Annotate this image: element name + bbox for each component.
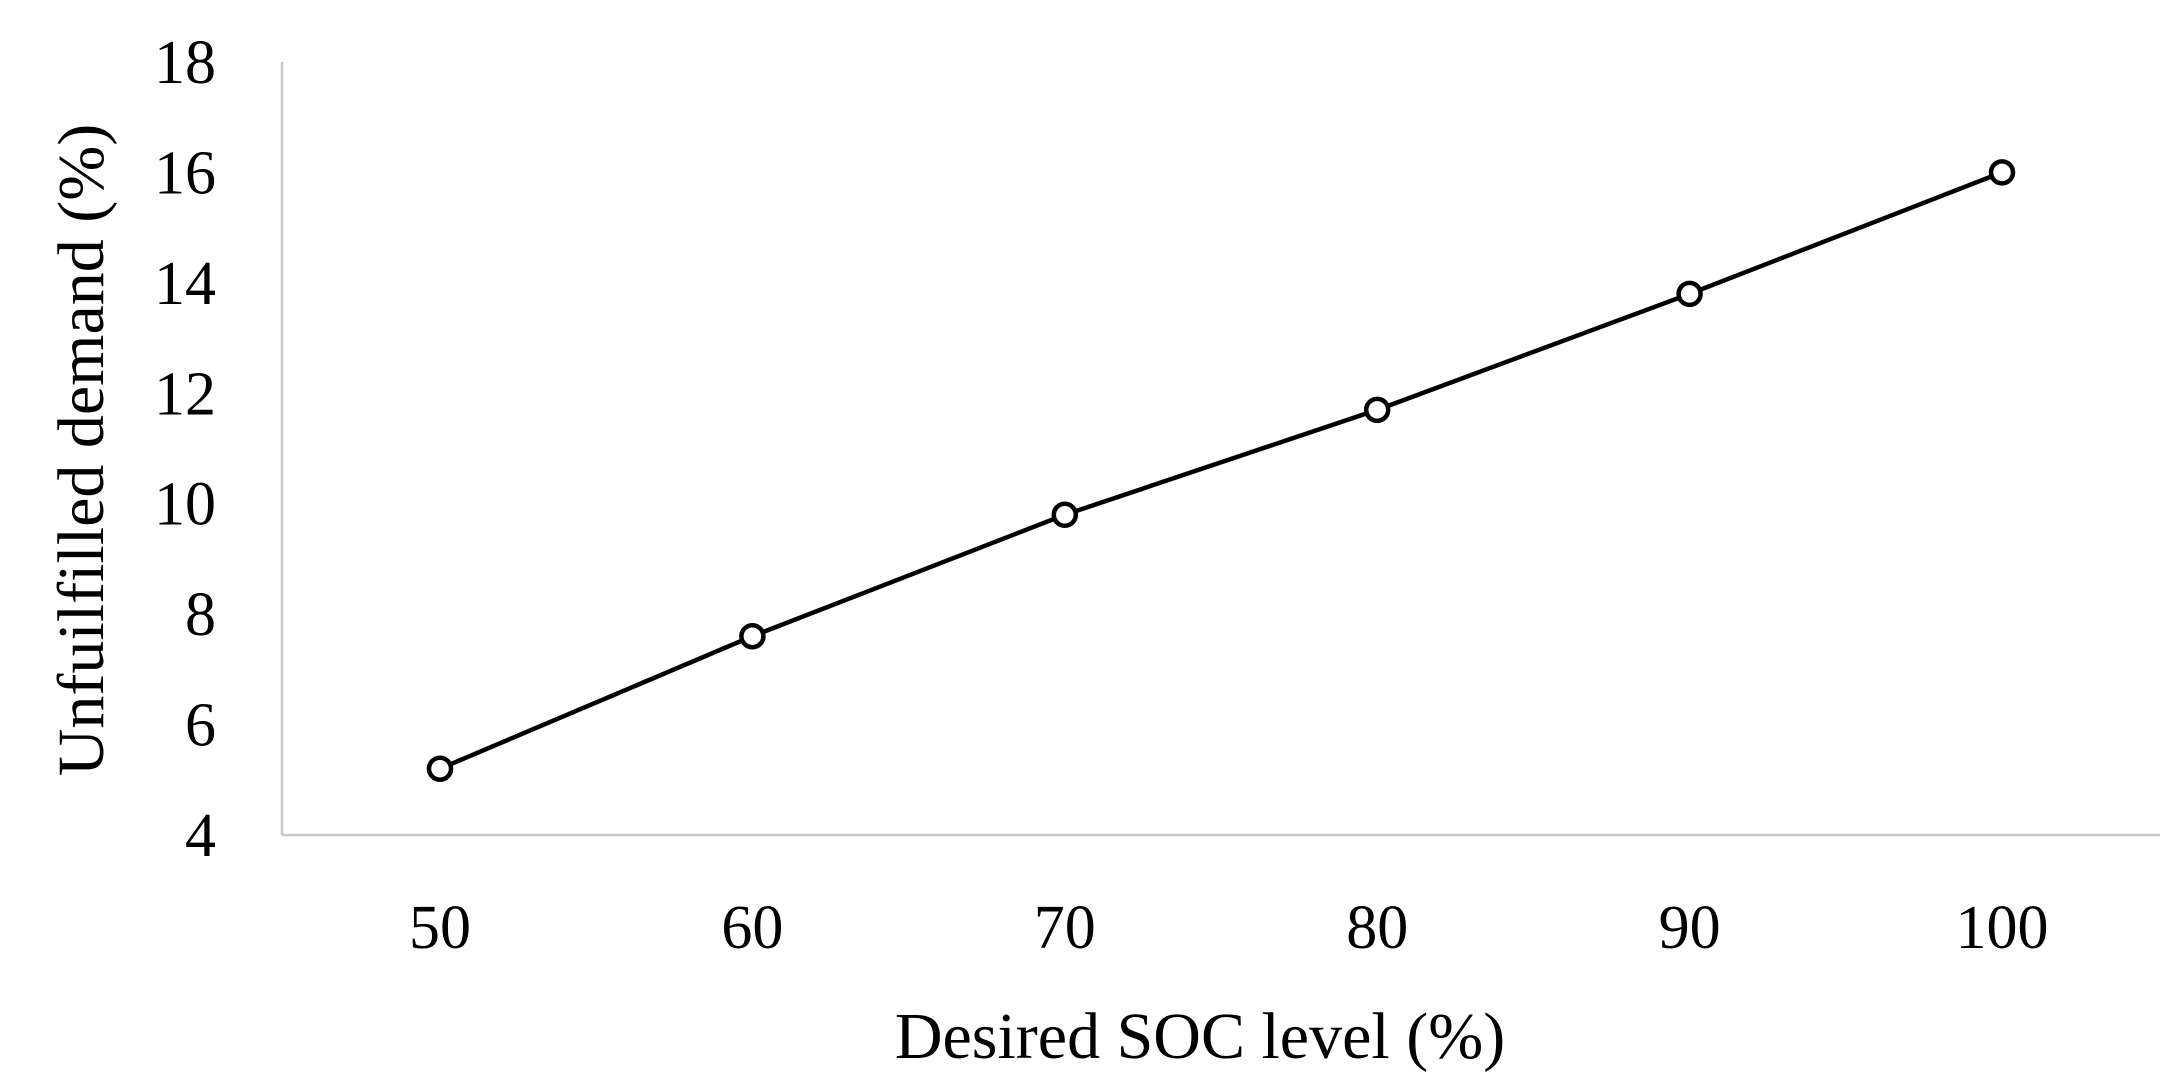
data-point-marker [739,622,766,650]
data-point-marker [1676,280,1703,308]
y-tick-label: 4 [185,802,216,870]
x-tick-label: 100 [1956,894,2049,962]
y-tick-label: 12 [154,360,216,428]
x-tick-label: 90 [1659,894,1721,962]
series-line [439,170,2003,771]
x-tick-label: 80 [1346,894,1408,962]
x-tick-label: 60 [721,894,783,962]
y-tick-label: 10 [154,471,216,539]
y-tick-label: 14 [154,250,216,318]
x-axis-title: Desired SOC level (%) [895,1000,1505,1073]
y-tick-label: 16 [154,139,216,207]
x-tick-label: 50 [409,894,471,962]
data-point-marker [1988,159,2016,186]
y-axis-title: Unfuilfilled demand (%) [45,124,118,776]
data-point-marker [1051,501,1079,529]
x-tick-label: 70 [1034,894,1096,962]
y-tick-labels: 4 6 8 10 12 14 16 18 [154,29,216,870]
x-tick-labels: 50 60 70 80 90 100 [409,894,2049,962]
series-group [426,159,2016,782]
axes [280,62,2160,837]
y-tick-label: 18 [154,29,216,97]
data-point-marker [426,755,454,782]
y-tick-label: 8 [185,581,216,649]
y-tick-label: 6 [185,692,216,760]
data-point-marker [1363,396,1391,424]
